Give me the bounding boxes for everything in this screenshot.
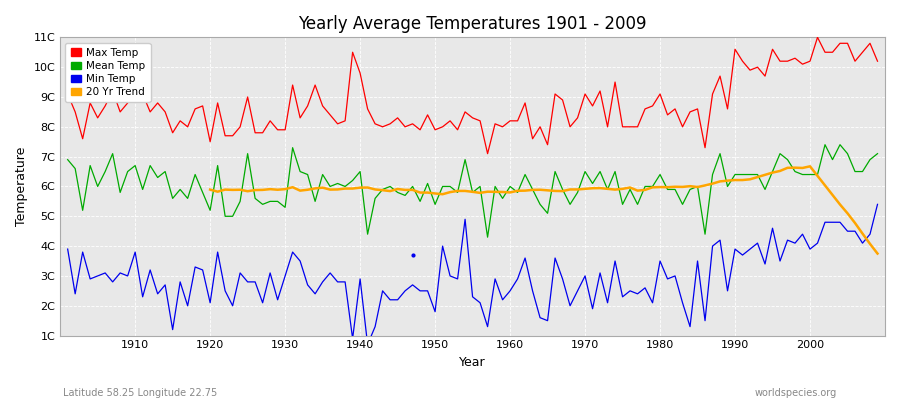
- Y-axis label: Temperature: Temperature: [15, 147, 28, 226]
- Text: Latitude 58.25 Longitude 22.75: Latitude 58.25 Longitude 22.75: [63, 388, 217, 398]
- Title: Yearly Average Temperatures 1901 - 2009: Yearly Average Temperatures 1901 - 2009: [298, 15, 647, 33]
- X-axis label: Year: Year: [459, 356, 486, 369]
- Text: worldspecies.org: worldspecies.org: [755, 388, 837, 398]
- Legend: Max Temp, Mean Temp, Min Temp, 20 Yr Trend: Max Temp, Mean Temp, Min Temp, 20 Yr Tre…: [66, 42, 150, 102]
